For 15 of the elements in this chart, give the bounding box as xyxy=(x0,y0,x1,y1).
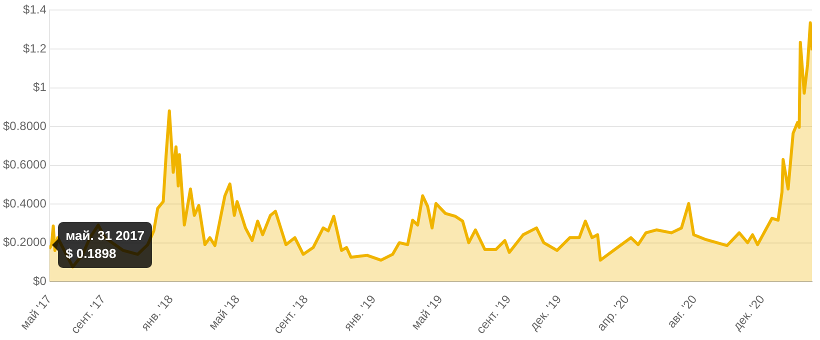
annotation: май. 31 2017 $ 0.1898 xyxy=(58,222,152,268)
y-tick-label: $0.2000 xyxy=(2,235,47,250)
x-tick-label: дек. '20 xyxy=(730,292,768,333)
x-tick-label: авг. '20 xyxy=(664,292,700,331)
x-tick-label: дек. '19 xyxy=(526,292,564,333)
y-tick-label: $1.4 xyxy=(23,2,47,17)
y-tick-label: $0 xyxy=(33,274,47,288)
y-tick-label: $0.8000 xyxy=(2,118,47,133)
y-tick-label: $1.2 xyxy=(23,41,47,56)
x-tick-label: апр. '20 xyxy=(594,292,632,334)
y-tick-label: $0.4000 xyxy=(2,196,47,210)
x-tick-label: янв. '18 xyxy=(138,292,176,334)
y-tick-label: $1 xyxy=(33,80,47,94)
y-tick-label: $0.6000 xyxy=(2,158,47,172)
x-tick-label: янв. '19 xyxy=(340,292,379,334)
